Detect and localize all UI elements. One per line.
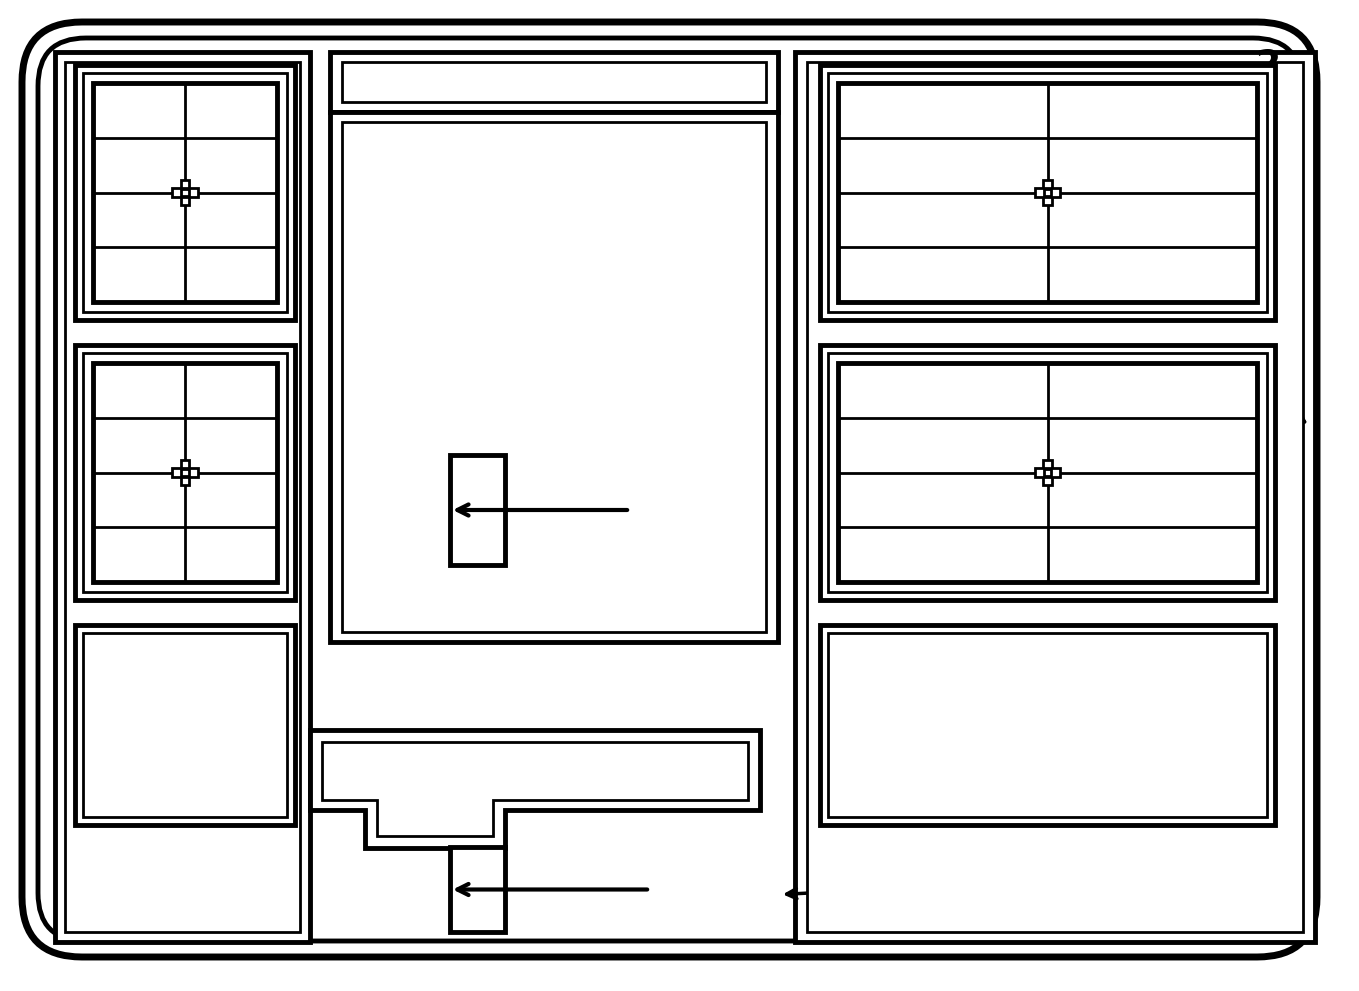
Bar [819,625,1275,825]
Bar [1036,469,1060,477]
Bar [828,73,1267,312]
Polygon shape [322,742,747,836]
Polygon shape [310,730,760,848]
Bar [83,73,287,312]
Text: 4: 4 [1064,475,1280,522]
Bar [795,52,1316,942]
Bar [1044,180,1052,205]
Bar [75,625,295,825]
Text: 5: 5 [787,853,1280,899]
Bar [839,363,1257,582]
Bar [330,112,777,642]
FancyBboxPatch shape [22,22,1317,957]
Bar [1036,188,1060,196]
Bar [54,52,310,942]
Bar [819,65,1275,320]
Bar [181,460,189,486]
Bar [173,469,197,477]
Bar [450,847,506,932]
Bar [1044,189,1051,196]
Bar [330,52,777,112]
Bar [342,62,766,102]
Bar [83,633,287,817]
Bar [828,633,1267,817]
FancyBboxPatch shape [38,38,1301,941]
Bar [92,83,277,302]
Bar [181,189,189,196]
Bar [828,353,1267,592]
Bar [807,62,1303,932]
Bar [75,345,295,600]
Text: 1: 1 [1254,378,1305,422]
Bar [839,83,1257,302]
Bar [173,188,197,196]
Bar [75,65,295,320]
Bar [819,345,1275,600]
Bar [92,363,277,582]
Bar [450,455,506,565]
Bar [83,353,287,592]
Bar [1044,469,1051,476]
Bar [181,469,189,476]
Bar [342,122,766,632]
Text: 2: 2 [1059,48,1280,174]
Bar [181,180,189,205]
Bar [1044,460,1052,486]
Text: 3: 3 [1008,668,1280,746]
Bar [65,62,300,932]
